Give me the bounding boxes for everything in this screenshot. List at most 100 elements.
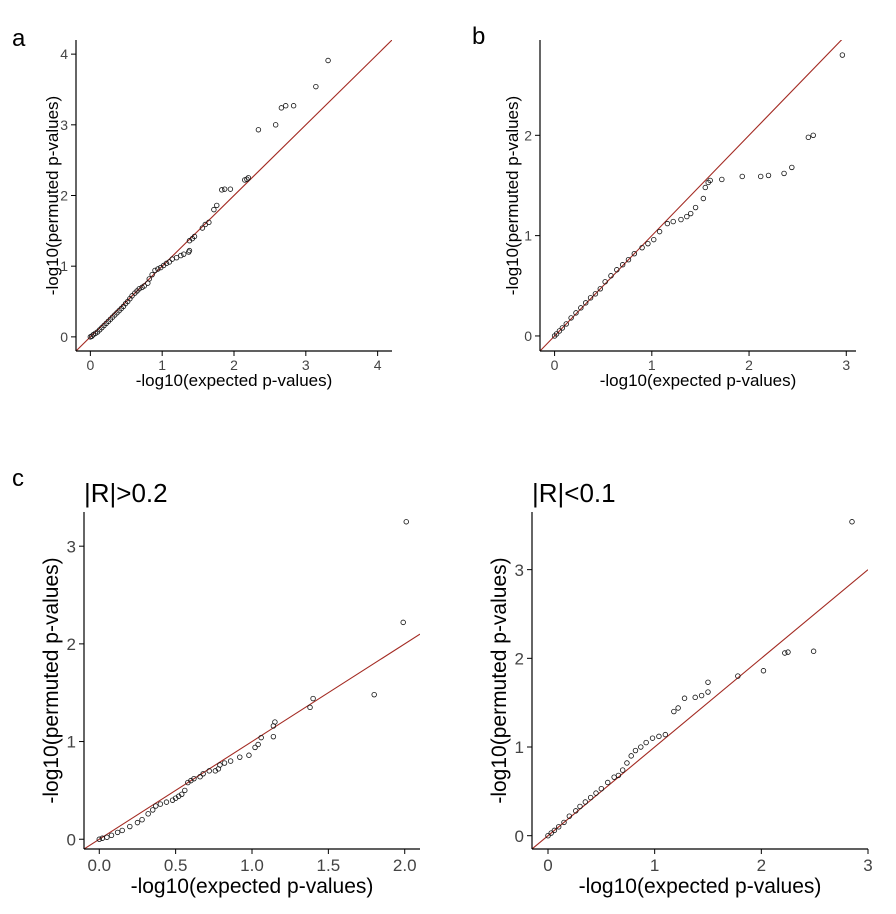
data-point	[782, 650, 788, 656]
data-point	[310, 695, 316, 702]
data-point	[153, 803, 159, 809]
data-point	[270, 723, 277, 729]
data-point	[155, 266, 161, 272]
data-point	[705, 679, 711, 685]
data-point	[559, 325, 566, 331]
data-point	[139, 284, 145, 291]
y-tick-label: 4	[60, 46, 68, 62]
y-tick-label: 0	[515, 827, 524, 846]
data-point	[371, 691, 377, 698]
data-point	[237, 754, 243, 760]
data-point	[705, 179, 711, 186]
data-point	[582, 300, 589, 306]
data-point	[206, 768, 212, 774]
x-axis-title: -log10(expected p-values)	[579, 875, 822, 898]
data-point	[127, 823, 133, 830]
reference-line	[532, 569, 868, 849]
data-point	[132, 290, 138, 296]
x-tick-label: 2	[230, 357, 238, 373]
data-point	[185, 779, 191, 786]
data-point	[563, 321, 569, 327]
y-tick-label: 2	[60, 188, 68, 204]
x-tick-label: 3	[842, 357, 850, 373]
data-point	[325, 57, 331, 64]
data-point	[568, 315, 574, 321]
data-point	[582, 799, 589, 805]
chart-title: |R|>0.2	[84, 478, 168, 508]
data-point	[781, 170, 787, 177]
data-point	[593, 790, 599, 796]
data-point	[169, 797, 176, 803]
y-tick-label: 1	[60, 258, 68, 274]
data-point	[597, 286, 603, 292]
data-point	[631, 250, 638, 257]
data-point	[611, 774, 617, 780]
data-point	[400, 619, 406, 626]
data-point	[163, 799, 170, 805]
y-tick-label: 0	[67, 830, 76, 849]
data-point	[150, 807, 156, 813]
data-point	[758, 173, 764, 180]
data-point	[587, 295, 594, 301]
data-point	[545, 832, 551, 839]
x-tick-label: 0	[551, 357, 559, 373]
data-point	[403, 519, 409, 525]
data-point	[651, 236, 657, 243]
data-point	[246, 752, 252, 758]
data-point	[186, 249, 192, 255]
data-point	[166, 259, 173, 265]
x-tick-label: 1.5	[317, 856, 341, 875]
data-point	[272, 122, 279, 128]
data-point	[214, 202, 220, 209]
data-point	[675, 705, 681, 711]
x-tick-label: 1	[648, 357, 656, 373]
data-point	[664, 220, 671, 227]
y-axis-title: -log10(permuted p-values)	[40, 557, 63, 803]
data-point	[702, 184, 708, 191]
data-point	[551, 827, 558, 834]
data-point	[219, 187, 225, 193]
data-point	[632, 747, 639, 754]
data-point	[152, 267, 158, 274]
data-point	[678, 216, 684, 223]
data-point	[656, 228, 663, 235]
data-point	[145, 280, 151, 286]
data-point	[670, 218, 676, 225]
y-axis-title: -log10(permuted p-values)	[503, 96, 522, 295]
data-point	[242, 177, 248, 183]
data-point	[283, 103, 289, 109]
data-point	[99, 835, 106, 841]
data-point	[735, 673, 741, 679]
data-point	[619, 262, 626, 268]
chart-title: |R|<0.1	[532, 478, 616, 508]
data-point	[598, 785, 605, 792]
data-point	[202, 221, 208, 228]
panel-label-c: c	[12, 465, 24, 492]
data-point	[628, 753, 634, 759]
data-point	[181, 251, 187, 257]
data-point	[573, 808, 579, 814]
x-tick-label: 0	[86, 357, 94, 373]
y-tick-label: 1	[515, 738, 524, 757]
data-point	[561, 819, 567, 826]
data-point	[221, 760, 228, 766]
data-point	[551, 333, 558, 339]
data-point	[566, 813, 573, 819]
data-point	[313, 83, 319, 90]
y-tick-label: 0	[524, 328, 532, 344]
data-point	[692, 694, 698, 701]
data-point	[200, 771, 206, 777]
data-point	[760, 668, 767, 674]
data-point	[849, 519, 855, 525]
x-tick-label: 1.0	[240, 856, 264, 875]
x-axis-title: -log10(expected p-values)	[131, 875, 374, 898]
x-tick-label: 0.5	[164, 856, 188, 875]
data-point	[645, 240, 651, 247]
data-point	[805, 134, 812, 141]
y-tick-label: 3	[60, 117, 68, 133]
data-point	[688, 210, 694, 217]
data-point	[212, 768, 219, 774]
y-tick-label: 3	[515, 561, 524, 580]
data-point	[789, 164, 795, 171]
